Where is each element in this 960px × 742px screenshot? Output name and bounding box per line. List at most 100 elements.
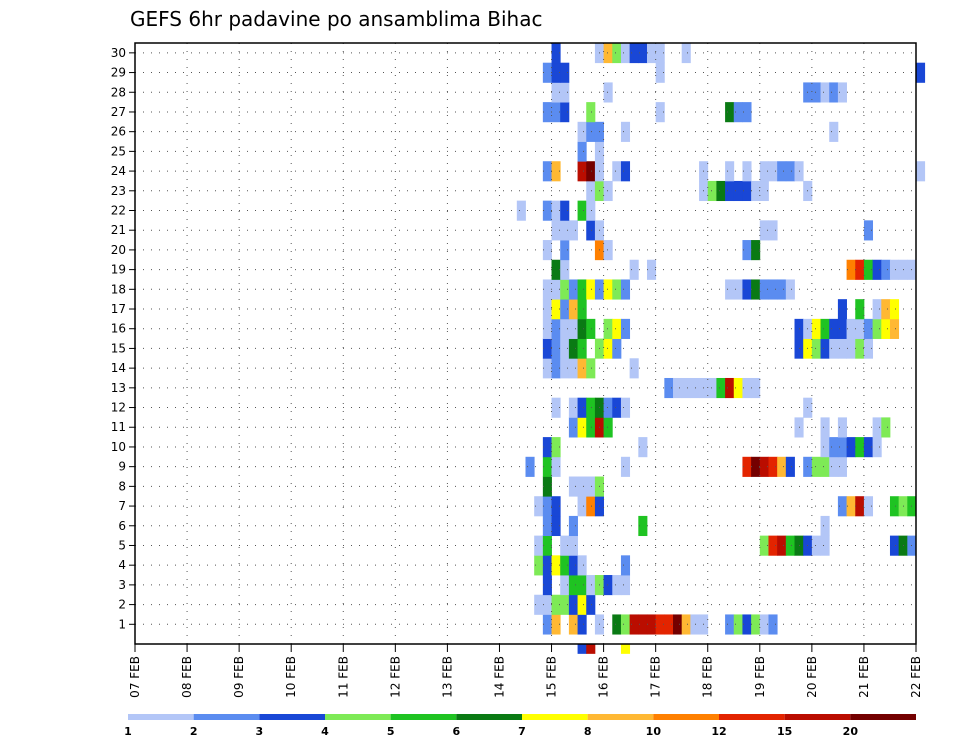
x-tick-label: 13 FEB	[440, 656, 454, 698]
data-cell	[768, 535, 778, 556]
data-cell	[733, 614, 743, 635]
data-cell	[837, 456, 847, 477]
data-cell	[586, 397, 596, 418]
data-cell	[620, 456, 631, 477]
y-tick-label: 16	[111, 322, 126, 336]
data-cell	[725, 180, 735, 202]
data-cell	[733, 279, 743, 300]
data-cell	[768, 220, 778, 241]
data-cell	[603, 43, 613, 64]
y-tick-label: 17	[111, 302, 126, 316]
y-tick-label: 1	[118, 617, 126, 631]
data-cell	[829, 121, 839, 142]
data-cell	[542, 102, 552, 123]
data-cell	[568, 397, 578, 418]
data-cell	[560, 62, 570, 83]
y-tick-label: 25	[111, 144, 126, 158]
data-cell	[577, 496, 587, 517]
data-cell	[542, 594, 552, 615]
y-tick-label: 3	[118, 578, 126, 592]
data-cell	[811, 535, 821, 556]
data-cell	[620, 43, 631, 64]
data-cell	[664, 614, 674, 635]
y-tick-label: 8	[118, 479, 126, 493]
data-cell	[673, 377, 683, 399]
data-cell	[586, 121, 596, 142]
y-tick-label: 6	[118, 519, 126, 533]
data-cell	[551, 62, 561, 83]
data-cell	[542, 318, 552, 339]
data-cell	[534, 594, 544, 615]
data-cell	[751, 377, 761, 399]
data-cell	[855, 437, 865, 458]
data-cell	[733, 377, 743, 399]
data-cell	[673, 614, 683, 635]
data-cell	[872, 259, 882, 280]
data-cell	[542, 555, 552, 576]
colorbar-swatch	[784, 714, 851, 720]
data-cell	[837, 338, 847, 359]
data-cell	[829, 456, 839, 477]
data-cell	[785, 279, 795, 300]
data-cell	[751, 614, 761, 635]
data-cell	[542, 299, 552, 320]
data-cell	[560, 575, 570, 596]
data-cell	[551, 161, 561, 182]
colorbar-label: 5	[387, 725, 395, 738]
data-cell	[586, 279, 596, 300]
data-cell	[612, 161, 622, 182]
data-cell	[863, 437, 874, 458]
data-cell	[811, 82, 821, 103]
x-tick-label: 20 FEB	[805, 656, 819, 698]
data-cell	[568, 220, 578, 241]
data-cell	[603, 338, 613, 359]
data-cell	[568, 515, 578, 537]
y-tick-label: 15	[111, 341, 126, 355]
data-cell	[568, 279, 578, 300]
data-cell	[551, 200, 561, 221]
y-tick-label: 30	[111, 46, 126, 60]
data-cell	[811, 456, 821, 477]
data-cell	[881, 299, 891, 320]
colorbar: 1 2 3 4 5 6 7 8 10 12 15 20	[124, 714, 916, 738]
data-cell	[577, 555, 587, 576]
data-cell	[742, 180, 752, 202]
data-cell	[629, 358, 639, 379]
data-cell	[551, 555, 561, 576]
data-cell	[777, 279, 787, 300]
data-cell	[551, 318, 561, 339]
data-cell	[742, 161, 752, 182]
y-tick-label: 13	[111, 381, 126, 395]
data-cell	[863, 496, 874, 517]
data-cell	[759, 180, 769, 202]
data-cell	[586, 575, 596, 596]
data-cell	[577, 594, 587, 615]
data-cell	[620, 575, 631, 596]
data-cell	[638, 515, 648, 537]
colorbar-label: 12	[711, 725, 726, 738]
data-cell	[646, 43, 657, 64]
colorbar-swatch	[193, 714, 260, 720]
data-cell	[534, 555, 544, 576]
data-cell	[551, 437, 561, 458]
x-tick-label: 08 FEB	[180, 656, 194, 698]
data-cell	[751, 180, 761, 202]
data-cell	[916, 161, 926, 182]
data-cell	[855, 299, 865, 320]
data-cell	[889, 535, 900, 556]
data-cell	[768, 614, 778, 635]
data-cell	[568, 417, 578, 438]
data-cell	[603, 240, 613, 261]
colorbar-swatch	[390, 714, 457, 720]
data-cell	[542, 200, 552, 221]
data-cell	[829, 318, 839, 339]
data-cell	[551, 43, 561, 64]
data-cell	[855, 318, 865, 339]
data-cell	[577, 338, 587, 359]
colorbar-swatch	[128, 714, 194, 720]
x-tick-label: 15 FEB	[545, 656, 559, 698]
data-cell	[560, 338, 570, 359]
data-cell	[846, 496, 856, 517]
data-cell	[716, 180, 726, 202]
data-cell	[646, 259, 657, 280]
